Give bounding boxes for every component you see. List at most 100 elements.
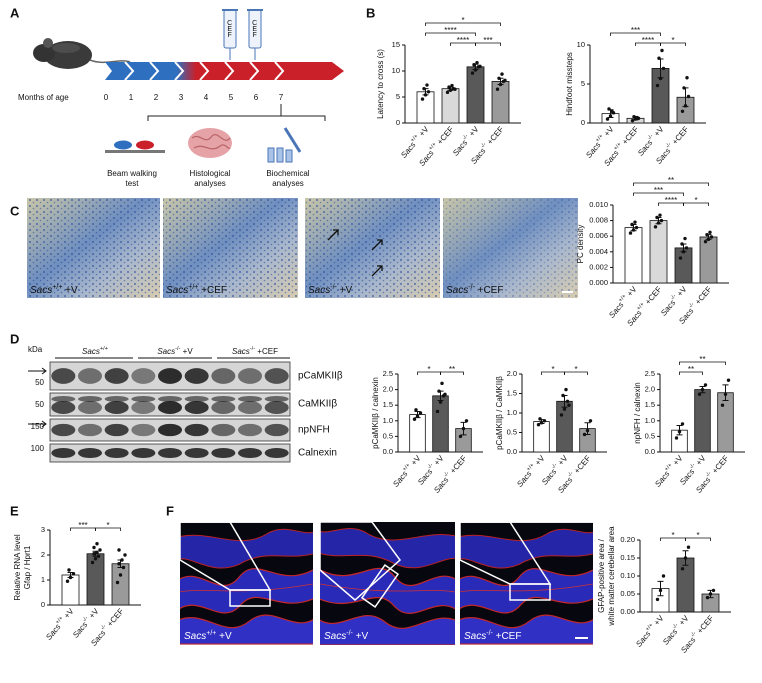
data-point <box>660 48 664 53</box>
y-tick-label: 15 <box>392 40 400 49</box>
y-tick-label: 0.0 <box>645 447 655 456</box>
significance-label: *** <box>654 186 663 195</box>
data-point <box>697 392 702 396</box>
month-label: 7 <box>279 93 284 102</box>
y-tick-label: 0.010 <box>589 200 608 209</box>
blot-band <box>104 368 129 384</box>
y-tick-label: 0.002 <box>589 262 608 271</box>
data-point <box>495 87 500 91</box>
significance-bracket <box>633 182 709 186</box>
month-label: 1 <box>129 93 134 102</box>
data-point <box>723 392 728 396</box>
image-label: Sacs-/- +V <box>308 284 352 296</box>
y-tick-label: 0 <box>581 118 585 127</box>
data-point <box>659 218 664 223</box>
panel-label: E <box>10 503 19 518</box>
bar <box>466 66 485 124</box>
data-point <box>93 557 98 561</box>
data-point <box>500 72 504 76</box>
data-point <box>680 242 684 246</box>
kda-marker: 50 <box>35 378 44 387</box>
step-label: analyses <box>272 179 304 188</box>
blot-group: Sacs+/+ <box>82 346 108 356</box>
significance-label: *** <box>631 26 640 35</box>
data-point <box>683 556 688 560</box>
blot-band <box>78 396 102 402</box>
y-axis-label: npNFH / calnexin <box>633 382 642 443</box>
data-point <box>414 408 418 412</box>
data-point <box>425 83 429 87</box>
bar <box>111 563 130 606</box>
error-bar <box>657 580 664 597</box>
data-point <box>582 432 587 437</box>
data-point <box>67 568 71 572</box>
chevron <box>274 61 285 81</box>
y-tick-label: 1 <box>41 575 45 584</box>
significance-label: *** <box>483 36 492 45</box>
panel-label: F <box>166 503 174 518</box>
panel-label: A <box>10 5 20 20</box>
panel-label: B <box>366 5 375 20</box>
data-point <box>542 419 547 423</box>
micrographs: Sacs+/+ +V Sacs+/+ +CEF Sacs-/- +V Sacs-… <box>27 198 578 298</box>
blot-band <box>131 396 156 402</box>
significance-bracket <box>610 32 661 36</box>
bar <box>699 236 718 284</box>
blot-band <box>184 396 209 402</box>
data-point <box>448 88 453 92</box>
y-tick-label: 1.5 <box>383 400 393 409</box>
data-point <box>674 436 679 440</box>
data-point <box>450 83 454 88</box>
data-point <box>630 118 635 123</box>
chevron <box>224 61 235 81</box>
y-tick-label: 1.5 <box>645 400 655 409</box>
data-point <box>420 97 425 101</box>
data-point <box>720 403 725 407</box>
blot-band <box>184 447 209 459</box>
y-tick-label: 0 <box>396 118 400 127</box>
y-tick-label: 2 <box>41 550 45 559</box>
data-point <box>123 553 127 557</box>
blot-band <box>264 423 289 437</box>
timeline-axis-label: Months of age <box>18 93 69 102</box>
y-axis-label: Gfap / Hprt1 <box>23 545 32 589</box>
month-label: 4 <box>204 93 209 102</box>
significance-label: **** <box>642 36 654 45</box>
step-label: test <box>126 179 140 188</box>
blot-group: Sacs-/- +CEF <box>232 346 278 356</box>
data-point <box>656 221 661 225</box>
significance-label: * <box>671 36 674 45</box>
y-tick-label: 5 <box>581 79 585 88</box>
y-axis-label: pCaMKIIβ / calnexin <box>371 377 380 449</box>
data-point <box>415 414 420 418</box>
data-point <box>657 56 661 60</box>
y-axis-label: Hindfoot missteps <box>565 52 574 116</box>
data-point <box>437 389 441 393</box>
significance-label: **** <box>457 36 469 45</box>
data-point <box>565 399 570 403</box>
significance-label: ** <box>699 355 705 364</box>
blot-band <box>51 368 76 384</box>
data-point <box>539 421 544 425</box>
data-point <box>634 225 639 230</box>
data-point <box>680 567 685 571</box>
data-point <box>498 82 503 87</box>
data-point <box>610 109 614 114</box>
data-point <box>677 430 682 434</box>
y-tick-label: 2.0 <box>383 385 393 394</box>
data-point <box>658 588 663 593</box>
bar <box>86 553 105 606</box>
blot-band <box>238 368 262 384</box>
chevron <box>174 61 185 81</box>
blot-band <box>264 447 289 459</box>
data-point <box>686 545 691 549</box>
data-point <box>117 562 121 566</box>
data-point <box>703 383 708 387</box>
micrograph-cells <box>443 198 578 298</box>
band-label: Calnexin <box>298 448 337 459</box>
chevron <box>249 61 260 81</box>
syringe: CEF <box>222 9 238 60</box>
month-label: 5 <box>229 93 234 102</box>
y-tick-label: 1.0 <box>645 416 655 425</box>
data-point <box>628 231 633 235</box>
